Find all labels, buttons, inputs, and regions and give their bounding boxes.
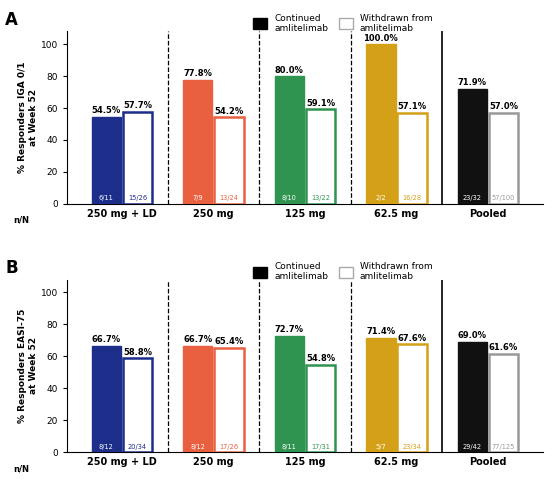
Text: 13/22: 13/22 [311, 196, 330, 201]
Text: 58.8%: 58.8% [123, 348, 152, 357]
Bar [91, 117, 121, 204]
Text: 67.6%: 67.6% [397, 333, 427, 343]
Text: 61.6%: 61.6% [489, 343, 518, 352]
Bar [366, 338, 396, 452]
Text: 8/11: 8/11 [282, 444, 297, 450]
Bar [458, 342, 487, 452]
Text: A: A [5, 11, 18, 29]
Text: 57.7%: 57.7% [123, 101, 152, 110]
Text: 13/24: 13/24 [219, 196, 238, 201]
Text: 77/125: 77/125 [492, 444, 515, 450]
Bar [123, 112, 152, 204]
Text: 69.0%: 69.0% [458, 332, 487, 340]
Text: 8/10: 8/10 [282, 196, 297, 201]
Y-axis label: % Responders EASI-75
at Week 52: % Responders EASI-75 at Week 52 [18, 309, 38, 423]
Legend: Continued
amlitelimab, Withdrawn from
amlitelimab: Continued amlitelimab, Withdrawn from am… [254, 262, 433, 281]
Text: n/N: n/N [13, 464, 29, 473]
Text: 54.8%: 54.8% [306, 354, 335, 363]
Bar [489, 113, 518, 204]
Text: 23/34: 23/34 [403, 444, 422, 450]
Text: 57/100: 57/100 [492, 196, 515, 201]
Text: 7/9: 7/9 [192, 196, 203, 201]
Text: 66.7%: 66.7% [92, 335, 121, 344]
Text: 71.9%: 71.9% [458, 78, 487, 88]
Text: 20/34: 20/34 [128, 444, 147, 450]
Bar [214, 348, 244, 452]
Text: 29/42: 29/42 [463, 444, 482, 450]
Bar [183, 346, 213, 452]
Text: B: B [5, 259, 18, 277]
Text: 100.0%: 100.0% [363, 33, 398, 43]
Text: 8/12: 8/12 [191, 444, 205, 450]
Bar [123, 358, 152, 452]
Text: 77.8%: 77.8% [183, 69, 212, 78]
Bar [489, 354, 518, 452]
Y-axis label: % Responders IGA 0/1
at Week 52: % Responders IGA 0/1 at Week 52 [18, 62, 38, 173]
Bar [306, 109, 335, 204]
Bar [275, 336, 304, 452]
Text: 80.0%: 80.0% [275, 65, 304, 75]
Text: 5/7: 5/7 [376, 444, 386, 450]
Text: 17/31: 17/31 [311, 444, 330, 450]
Bar [366, 44, 396, 204]
Text: 6/11: 6/11 [99, 196, 114, 201]
Text: 23/32: 23/32 [463, 196, 482, 201]
Text: 54.5%: 54.5% [91, 106, 121, 115]
Text: 72.7%: 72.7% [275, 325, 304, 334]
Text: 65.4%: 65.4% [214, 337, 244, 346]
Legend: Continued
amlitelimab, Withdrawn from
amlitelimab: Continued amlitelimab, Withdrawn from am… [254, 14, 433, 33]
Bar [458, 89, 487, 204]
Text: 15/26: 15/26 [128, 196, 147, 201]
Text: 71.4%: 71.4% [366, 328, 396, 336]
Text: 54.2%: 54.2% [214, 106, 244, 116]
Text: n/N: n/N [13, 216, 29, 225]
Text: 66.7%: 66.7% [183, 335, 212, 344]
Bar [397, 113, 427, 204]
Text: 16/28: 16/28 [402, 196, 422, 201]
Text: 59.1%: 59.1% [306, 99, 335, 108]
Bar [214, 117, 244, 204]
Bar [91, 346, 121, 452]
Text: 17/26: 17/26 [219, 444, 239, 450]
Bar [183, 80, 213, 204]
Bar [275, 76, 304, 204]
Text: 8/12: 8/12 [99, 444, 114, 450]
Bar [397, 344, 427, 452]
Bar [306, 364, 335, 452]
Text: 57.0%: 57.0% [489, 102, 518, 111]
Text: 57.1%: 57.1% [397, 102, 427, 111]
Text: 2/2: 2/2 [376, 196, 386, 201]
